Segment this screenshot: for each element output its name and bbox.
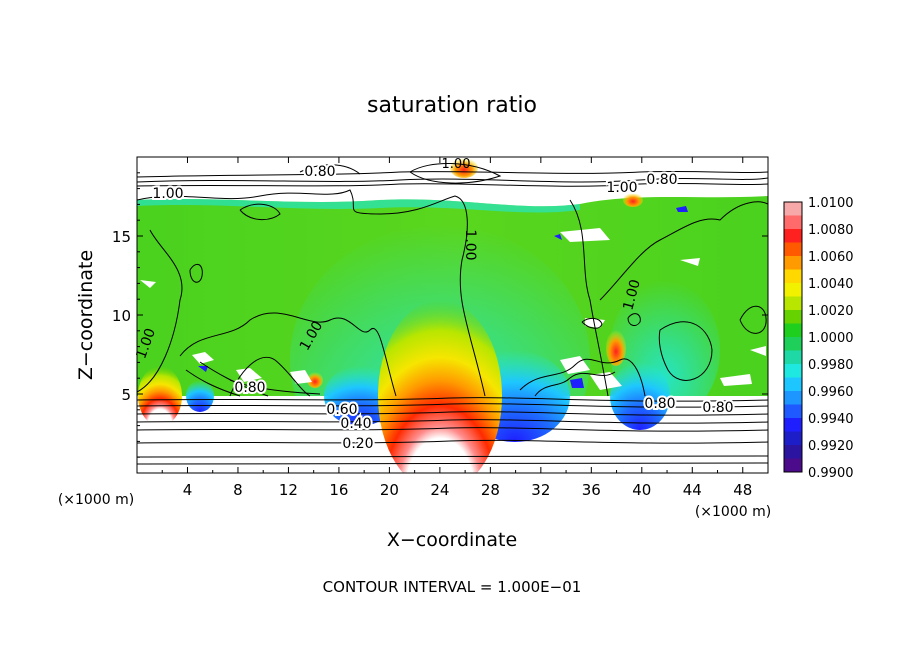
x-tick-label: 48 — [733, 481, 752, 499]
contour-label: 1.00 — [462, 229, 478, 260]
contour-label: 0.80 — [646, 172, 677, 188]
x-tick-label: 40 — [632, 481, 651, 499]
contour-lines — [137, 163, 768, 465]
contour-label: 1.00 — [442, 157, 471, 172]
colorbar: 1.0100 1.0080 1.0060 1.0040 1.0020 1.0000 0.99… — [783, 196, 854, 481]
colorbar-swatch — [784, 310, 802, 324]
colorbar-tick-label: 0.9920 — [808, 439, 854, 454]
y-tick-label: 15 — [112, 228, 131, 246]
x-axis-label: X−coordinate — [387, 529, 517, 551]
x-tick-label: 32 — [531, 481, 550, 499]
contour-label: 0.20 — [342, 436, 373, 452]
colorbar-swatch — [784, 391, 802, 405]
upper-cyan-edge — [137, 199, 580, 213]
contour-label: 0.40 — [340, 416, 371, 432]
left-plume — [138, 366, 182, 426]
colorbar-swatch — [784, 337, 802, 351]
y-tick-label: 10 — [112, 307, 131, 325]
x-tick-label: 16 — [329, 481, 348, 499]
y-axis-label: Z−coordinate — [75, 250, 97, 380]
colorbar-swatch — [784, 202, 802, 216]
contour-label: 1.00 — [152, 186, 183, 202]
contour-label: 1.00 — [620, 278, 644, 312]
contour-label: 1.00 — [606, 180, 637, 196]
upper-dry-edge — [137, 185, 768, 207]
colorbar-tick-label: 0.9960 — [808, 385, 854, 400]
colorbar-swatch — [784, 445, 802, 459]
contour-label: 0.80 — [702, 400, 733, 416]
colorbar-swatch — [784, 323, 802, 338]
x-axis-unit-left: (×1000 m) — [58, 492, 134, 508]
colorbar-swatch — [784, 431, 802, 446]
x-tick-label: 24 — [430, 481, 449, 499]
colorbar-swatch — [784, 256, 802, 270]
contour-label: 0.80 — [234, 380, 265, 396]
colorbar-tick-label: 1.0040 — [808, 277, 854, 292]
colorbar-swatch — [784, 458, 802, 473]
x-tick-label: 4 — [183, 481, 193, 499]
blue-dip-c — [610, 362, 670, 430]
x-axis-ticks: 4 8 12 16 20 24 28 32 36 40 44 48 — [161, 157, 752, 499]
colorbar-swatch — [784, 404, 802, 419]
colorbar-swatch — [784, 283, 802, 297]
x-axis-unit-right: (×1000 m) — [695, 504, 771, 520]
contour-label: 0.80 — [644, 396, 675, 412]
colorbar-tick-label: 1.0020 — [808, 304, 854, 319]
colorbar-swatch — [784, 296, 802, 311]
chart-title: saturation ratio — [367, 93, 537, 118]
colorbar-tick-label: 1.0000 — [808, 331, 854, 346]
contour-interval-note: CONTOUR INTERVAL = 1.000E−01 — [323, 578, 582, 596]
colorbar-tick-label: 1.0060 — [808, 250, 854, 265]
blue-dip-a — [324, 366, 396, 426]
warm-spot-1 — [606, 330, 626, 366]
colorbar-labels: 1.0100 1.0080 1.0060 1.0040 1.0020 1.0000 0.99… — [808, 196, 854, 481]
colorbar-tick-label: 0.9900 — [808, 466, 854, 481]
x-tick-label: 44 — [683, 481, 702, 499]
colorbar-tick-label: 1.0080 — [808, 223, 854, 238]
colorbar-tick-label: 1.0100 — [808, 196, 854, 211]
supersaturated-plume — [378, 300, 502, 473]
colorbar-swatch — [784, 215, 802, 230]
x-tick-label: 8 — [233, 481, 243, 499]
warm-spot-4 — [307, 372, 323, 388]
colorbar-swatch — [784, 242, 802, 257]
colorbar-swatch — [784, 269, 802, 284]
colorbar-swatch — [784, 364, 802, 378]
saturation-field — [137, 157, 768, 473]
contour-labels: 0.80 1.00 1.00 1.00 1.00 1.00 1.00 1.00 … — [133, 157, 735, 454]
colorbar-frame — [783, 201, 803, 473]
x-tick-label: 36 — [582, 481, 601, 499]
colorbar-swatch — [784, 377, 802, 392]
colorbar-tick-label: 0.9980 — [808, 358, 854, 373]
warm-spot-2 — [623, 193, 643, 207]
contour-label: 0.80 — [304, 164, 335, 180]
warm-spot-3 — [450, 158, 478, 178]
colorbar-swatch — [784, 418, 802, 432]
x-tick-label: 12 — [279, 481, 298, 499]
x-tick-label: 20 — [380, 481, 399, 499]
blue-dip-d — [186, 380, 214, 412]
colorbar-swatches — [784, 202, 802, 473]
y-axis-ticks: 5 10 15 — [112, 172, 768, 458]
contour-label: 0.60 — [326, 402, 357, 418]
colorbar-tick-label: 0.9940 — [808, 412, 854, 427]
colorbar-swatch — [784, 350, 802, 365]
colorbar-swatch — [784, 229, 802, 243]
y-tick-label: 5 — [121, 386, 131, 404]
x-tick-label: 28 — [481, 481, 500, 499]
